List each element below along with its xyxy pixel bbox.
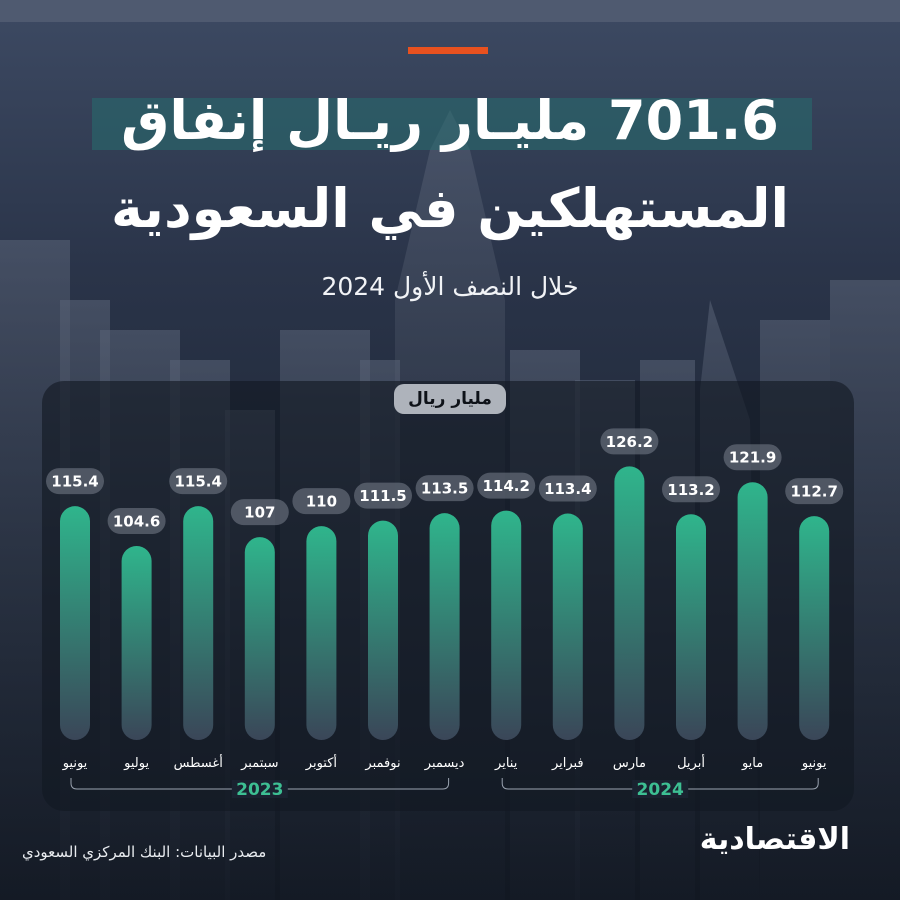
brand-logo: الاقتصادية bbox=[699, 822, 850, 857]
value-label-bg-11 bbox=[723, 444, 782, 471]
value-label-bg-10 bbox=[662, 476, 720, 503]
value-label-12: 112.7 bbox=[790, 483, 837, 501]
value-label-0: 115.4 bbox=[51, 473, 98, 491]
bar-10 bbox=[676, 514, 706, 740]
value-label-bg-4 bbox=[292, 488, 351, 515]
title-highlight bbox=[92, 98, 812, 150]
page-title-line-2: المستهلكين في السعودية bbox=[110, 177, 790, 240]
year-label-1: 2024 bbox=[637, 780, 684, 800]
value-label-bg-0 bbox=[46, 468, 104, 495]
value-label-bg-3 bbox=[230, 499, 289, 526]
bar-4 bbox=[306, 526, 337, 740]
value-label-10: 113.2 bbox=[667, 481, 714, 499]
month-label-9: مارس bbox=[613, 756, 646, 771]
value-label-9: 126.2 bbox=[606, 433, 653, 451]
value-label-7: 114.2 bbox=[482, 477, 529, 495]
value-label-bg-12 bbox=[785, 478, 844, 505]
top-band bbox=[0, 0, 900, 22]
month-label-0: يونيو bbox=[62, 756, 88, 771]
bar-1 bbox=[121, 546, 152, 740]
month-label-3: سبتمبر bbox=[240, 756, 278, 771]
bar-2 bbox=[183, 506, 214, 740]
value-label-bg-5 bbox=[354, 482, 412, 509]
bar-7 bbox=[491, 510, 522, 740]
value-label-bg-9 bbox=[600, 428, 659, 455]
bar-6 bbox=[429, 513, 460, 740]
value-label-4: 110 bbox=[306, 493, 337, 511]
month-label-6: ديسمبر bbox=[424, 756, 465, 771]
year-label-bg-1 bbox=[632, 780, 689, 798]
month-label-10: أبريل bbox=[677, 754, 705, 771]
month-label-5: نوفمبر bbox=[364, 756, 400, 771]
month-label-1: يوليو bbox=[123, 756, 149, 771]
month-label-12: يونيو bbox=[801, 756, 827, 771]
value-label-2: 115.4 bbox=[174, 473, 221, 491]
value-label-1: 104.6 bbox=[113, 513, 160, 531]
bar-3 bbox=[244, 537, 275, 740]
value-label-bg-8 bbox=[538, 475, 597, 502]
value-label-3: 107 bbox=[244, 504, 275, 522]
value-label-bg-7 bbox=[477, 472, 536, 499]
value-label-bg-2 bbox=[169, 468, 228, 495]
accent-bar bbox=[408, 47, 488, 54]
bar-5 bbox=[368, 520, 398, 740]
month-label-7: يناير bbox=[494, 756, 518, 771]
year-label-0: 2023 bbox=[236, 780, 283, 800]
value-label-8: 113.4 bbox=[544, 480, 591, 498]
bar-9 bbox=[614, 466, 645, 740]
year-label-bg-0 bbox=[231, 780, 288, 798]
page-title-line-1: 701.6 مليـار ريـال إنفاق bbox=[121, 89, 779, 152]
month-label-2: أغسطس bbox=[174, 754, 223, 771]
unit-label: مليار ريال bbox=[394, 384, 506, 414]
data-source: مصدر البيانات: البنك المركزي السعودي bbox=[22, 843, 267, 861]
value-label-11: 121.9 bbox=[729, 449, 776, 467]
value-label-bg-1 bbox=[107, 508, 166, 535]
bar-8 bbox=[552, 513, 583, 740]
bar-12 bbox=[799, 516, 830, 740]
value-label-bg-6 bbox=[415, 475, 474, 502]
page-subtitle: خلال النصف الأول 2024 bbox=[321, 272, 579, 301]
month-label-8: فبراير bbox=[551, 756, 584, 771]
value-label-5: 111.5 bbox=[359, 487, 406, 505]
month-label-4: أكتوبر bbox=[305, 754, 337, 771]
month-label-11: مايو bbox=[741, 756, 763, 771]
bar-0 bbox=[60, 506, 90, 740]
value-label-6: 113.5 bbox=[421, 480, 468, 498]
bar-11 bbox=[737, 482, 768, 740]
